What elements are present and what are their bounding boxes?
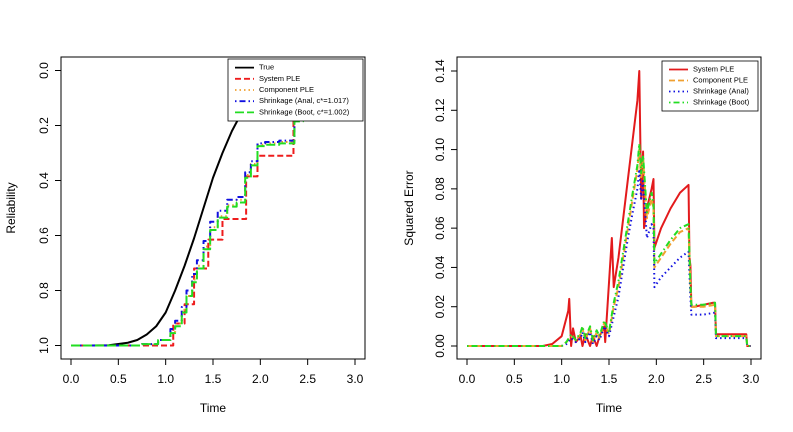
chart-panel-1: 0.0 0.5 1.0 1.5 2.0 2.5 3.0 0.0 0.2 0.4 0.6 0.8 1.0 T… [4, 56, 366, 415]
y-tick-label: 0.4 [37, 172, 51, 189]
x-tick-label: 1.5 [205, 372, 222, 386]
y-tick-label: 0.00 [433, 334, 447, 358]
y-axis-title: Reliability [4, 182, 18, 233]
x-tick-label: 2.5 [695, 372, 712, 386]
series-line-1 [467, 70, 751, 347]
series-line-2 [467, 148, 751, 347]
x-tick-label: 1.0 [157, 372, 174, 386]
legend: True System PLE Component PLE Shrinkage (An… [227, 58, 364, 122]
legend-label: System PLE [693, 64, 734, 73]
y-tick-label: 0.14 [433, 59, 447, 83]
y-tick-label: 0.12 [433, 98, 447, 122]
x-axis-title: Time [596, 401, 623, 415]
x-tick-label: 3.0 [743, 372, 760, 386]
x-tick-label: 1.5 [601, 372, 618, 386]
y-tick-label: 0.0 [37, 62, 51, 79]
y-tick-label: 0.06 [433, 216, 447, 240]
x-tick-label: 2.0 [252, 372, 269, 386]
y-tick-label: 0.6 [37, 227, 51, 244]
x-tick-label: 0.0 [63, 372, 80, 386]
y-tick-label: 0.8 [37, 282, 51, 299]
y-tick-label: 0.08 [433, 177, 447, 201]
series-line-3 [467, 168, 751, 347]
x-tick-label: 0.5 [506, 372, 523, 386]
y-tick-label: 0.10 [433, 138, 447, 162]
legend-label: Shrinkage (Boot, c*=1.002) [259, 107, 350, 116]
chart-panel-2: 0.0 0.5 1.0 1.5 2.0 2.5 3.0 0.00 0.02 0.04 0.06 0.0… [402, 56, 762, 415]
y-tick-label: 0.04 [433, 255, 447, 279]
x-axis-title: Time [200, 401, 227, 415]
legend-label: True [259, 63, 274, 72]
legend-label: Shrinkage (Boot) [693, 97, 750, 106]
x-tick-label: 3.0 [347, 372, 364, 386]
legend-label: Component PLE [259, 85, 314, 94]
x-tick-label: 0.5 [110, 372, 127, 386]
legend-label: Shrinkage (Anal) [693, 86, 749, 95]
legend-label: Component PLE [693, 75, 748, 84]
y-tick-label: 0.2 [37, 117, 51, 134]
y-tick-label: 0.02 [433, 295, 447, 319]
y-axis-title: Squared Error [402, 170, 416, 245]
x-tick-label: 2.5 [299, 372, 316, 386]
legend-label: System PLE [259, 74, 300, 83]
x-tick-label: 0.0 [459, 372, 476, 386]
legend-label: Shrinkage (Anal, c*=1.017) [259, 96, 349, 105]
x-tick-label: 2.0 [648, 372, 665, 386]
legend: System PLE Component PLE Shrinkage (Anal) S… [661, 60, 759, 112]
x-tick-label: 1.0 [553, 372, 570, 386]
y-tick-label: 1.0 [37, 337, 51, 354]
series-line-5 [71, 69, 355, 347]
series-line-4 [467, 142, 751, 347]
legend-box [227, 58, 364, 122]
